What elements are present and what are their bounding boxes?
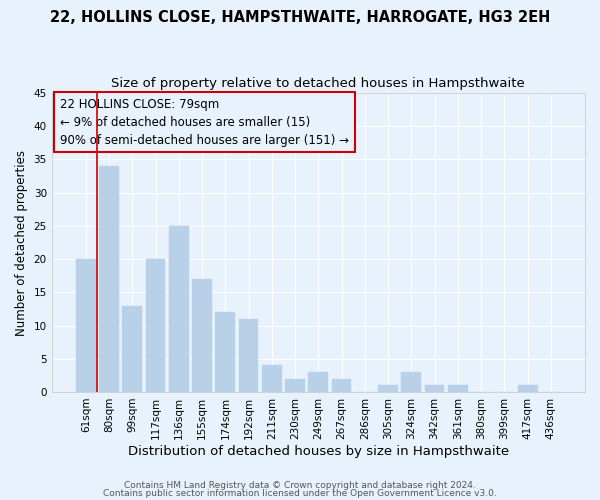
Bar <box>146 259 166 392</box>
Text: Contains HM Land Registry data © Crown copyright and database right 2024.: Contains HM Land Registry data © Crown c… <box>124 481 476 490</box>
Bar <box>285 378 305 392</box>
Bar <box>378 386 398 392</box>
Title: Size of property relative to detached houses in Hampsthwaite: Size of property relative to detached ho… <box>112 78 525 90</box>
Bar <box>239 319 259 392</box>
Bar <box>215 312 235 392</box>
Text: 22 HOLLINS CLOSE: 79sqm
← 9% of detached houses are smaller (15)
90% of semi-det: 22 HOLLINS CLOSE: 79sqm ← 9% of detached… <box>59 98 349 146</box>
Bar <box>448 386 468 392</box>
Bar <box>122 306 142 392</box>
Bar <box>99 166 119 392</box>
Y-axis label: Number of detached properties: Number of detached properties <box>15 150 28 336</box>
Bar <box>518 386 538 392</box>
Bar <box>169 226 188 392</box>
Bar <box>401 372 421 392</box>
Bar <box>332 378 352 392</box>
Bar <box>308 372 328 392</box>
Bar <box>192 279 212 392</box>
Bar <box>76 259 95 392</box>
Bar <box>425 386 445 392</box>
Text: 22, HOLLINS CLOSE, HAMPSTHWAITE, HARROGATE, HG3 2EH: 22, HOLLINS CLOSE, HAMPSTHWAITE, HARROGA… <box>50 10 550 25</box>
Bar <box>262 366 282 392</box>
Text: Contains public sector information licensed under the Open Government Licence v3: Contains public sector information licen… <box>103 488 497 498</box>
X-axis label: Distribution of detached houses by size in Hampsthwaite: Distribution of detached houses by size … <box>128 444 509 458</box>
